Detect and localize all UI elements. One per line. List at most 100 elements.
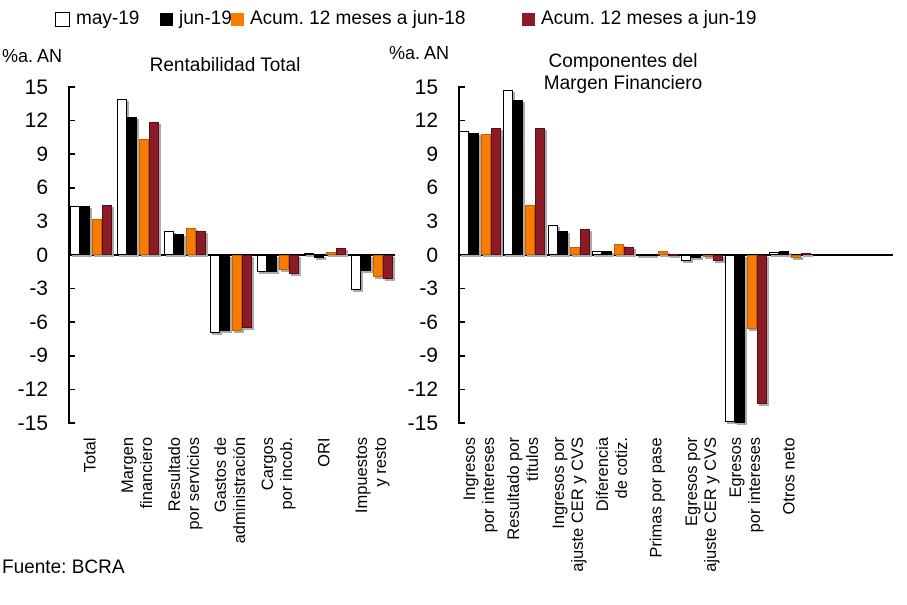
legend-label: Acum. 12 meses a jun-19 <box>541 8 757 29</box>
legend-item-jun-19: jun-19 <box>160 9 232 29</box>
bar-s1-c0 <box>80 205 91 255</box>
bar-s3-c5 <box>712 255 723 261</box>
bar-s0-c3 <box>592 250 603 255</box>
bar-s0-c0 <box>70 205 81 255</box>
x-category-label: Otros neto <box>780 437 799 515</box>
bar-s2-c1 <box>525 204 536 255</box>
legend-item-may-19: may-19 <box>55 9 139 29</box>
bar-s0-c3 <box>210 255 221 334</box>
bar-s3-c0 <box>491 128 502 255</box>
bar-s1-c6 <box>734 255 745 423</box>
x-category-label: Egresos por ajuste CER y CVS <box>682 437 720 572</box>
bar-s2-c3 <box>614 243 625 255</box>
legend-swatch-may-19-icon <box>55 11 70 27</box>
y-tick-label: 6 <box>36 176 48 200</box>
y-tick-label: 6 <box>426 176 438 200</box>
bar-s2-c0 <box>92 219 103 255</box>
y-tick-label: -15 <box>407 411 438 435</box>
y-axis-unit-right: %a. AN <box>389 43 450 63</box>
legend-label: jun-19 <box>179 8 232 29</box>
y-tick <box>458 86 465 88</box>
y-tick <box>68 187 75 189</box>
bar-s0-c4 <box>636 253 647 256</box>
bar-s3-c2 <box>579 229 590 255</box>
y-tick-label: -6 <box>29 310 48 334</box>
bar-s1-c5 <box>313 255 324 259</box>
y-tick-label: -12 <box>17 377 48 401</box>
bar-s2-c1 <box>139 138 150 255</box>
bar-s2-c6 <box>372 255 383 278</box>
x-category-label: Resultado por títulos <box>505 437 543 540</box>
y-tick-label: -12 <box>407 377 438 401</box>
y-tick-label: -9 <box>29 344 48 368</box>
y-tick <box>458 355 465 357</box>
bar-s2-c4 <box>279 255 290 270</box>
y-tick <box>68 287 75 290</box>
y-tick-label: 15 <box>24 75 48 99</box>
y-tick <box>68 355 75 357</box>
source-note: Fuente: BCRA <box>2 557 125 578</box>
y-tick-label: 12 <box>414 109 438 133</box>
bar-s3-c6 <box>382 255 393 279</box>
y-tick-label: -9 <box>419 344 438 368</box>
y-tick <box>68 119 75 122</box>
y-tick <box>68 321 75 323</box>
bar-s0-c0 <box>459 130 470 255</box>
legend-swatch-jun-19-icon <box>160 12 173 26</box>
y-tick <box>458 388 465 391</box>
x-category-label: Ingresos por ajuste CER y CVS <box>549 437 587 572</box>
bar-s3-c5 <box>335 248 346 255</box>
bar-s1-c7 <box>779 250 790 255</box>
bar-s1-c4 <box>267 255 278 272</box>
bar-s2-c4 <box>658 250 669 255</box>
bar-s1-c2 <box>557 231 568 255</box>
bar-s1-c6 <box>360 255 371 271</box>
y-tick <box>68 388 75 391</box>
bar-s2-c7 <box>791 255 802 259</box>
y-tick <box>458 321 465 323</box>
bar-s3-c3 <box>624 247 635 255</box>
y-tick <box>68 153 75 155</box>
bar-s0-c4 <box>257 255 268 272</box>
bar-s0-c2 <box>547 224 558 255</box>
legend-label: Acum. 12 meses a jun-18 <box>250 8 466 29</box>
y-tick <box>68 422 75 424</box>
bar-s0-c1 <box>503 90 514 255</box>
bar-s0-c6 <box>350 255 361 290</box>
x-category-label: Ingresos por intereses <box>461 437 499 533</box>
bar-s3-c2 <box>195 231 206 255</box>
y-tick-label: 3 <box>36 209 48 233</box>
legend-swatch-acum-jun-19-icon <box>522 12 535 26</box>
zero-line <box>68 254 395 256</box>
bar-s1-c4 <box>646 253 657 256</box>
bar-s3-c4 <box>668 253 679 256</box>
y-tick-label: 9 <box>426 142 438 166</box>
bar-s2-c5 <box>325 251 336 255</box>
bar-s0-c5 <box>680 255 691 261</box>
y-tick <box>458 287 465 290</box>
y-axis-unit-left: %a. AN <box>2 46 63 66</box>
legend-label: may-19 <box>76 8 140 29</box>
bar-s1-c0 <box>469 132 480 255</box>
y-tick-label: 0 <box>426 243 438 267</box>
x-category-label: Cargos por incob. <box>259 437 297 510</box>
y-tick-label: -6 <box>419 310 438 334</box>
y-tick-label: -3 <box>29 277 48 301</box>
bar-s2-c5 <box>702 255 713 257</box>
x-category-label: Gastos de administración <box>212 437 250 544</box>
bar-s3-c1 <box>149 121 160 255</box>
bar-s1-c5 <box>690 255 701 259</box>
bar-s3-c4 <box>289 255 300 275</box>
x-category-label: Resultado por servicios <box>165 437 203 530</box>
bar-s2-c0 <box>481 134 492 255</box>
y-tick-label: 0 <box>36 243 48 267</box>
bar-s0-c2 <box>163 231 174 255</box>
bar-s3-c1 <box>535 128 546 255</box>
bar-s1-c3 <box>602 250 613 255</box>
bar-s2-c6 <box>746 255 757 329</box>
bar-s3-c6 <box>756 255 767 404</box>
bar-s1-c1 <box>127 117 138 255</box>
bar-s0-c6 <box>724 255 735 422</box>
chart-title-right: Componentes del Margen Financiero <box>543 51 703 94</box>
